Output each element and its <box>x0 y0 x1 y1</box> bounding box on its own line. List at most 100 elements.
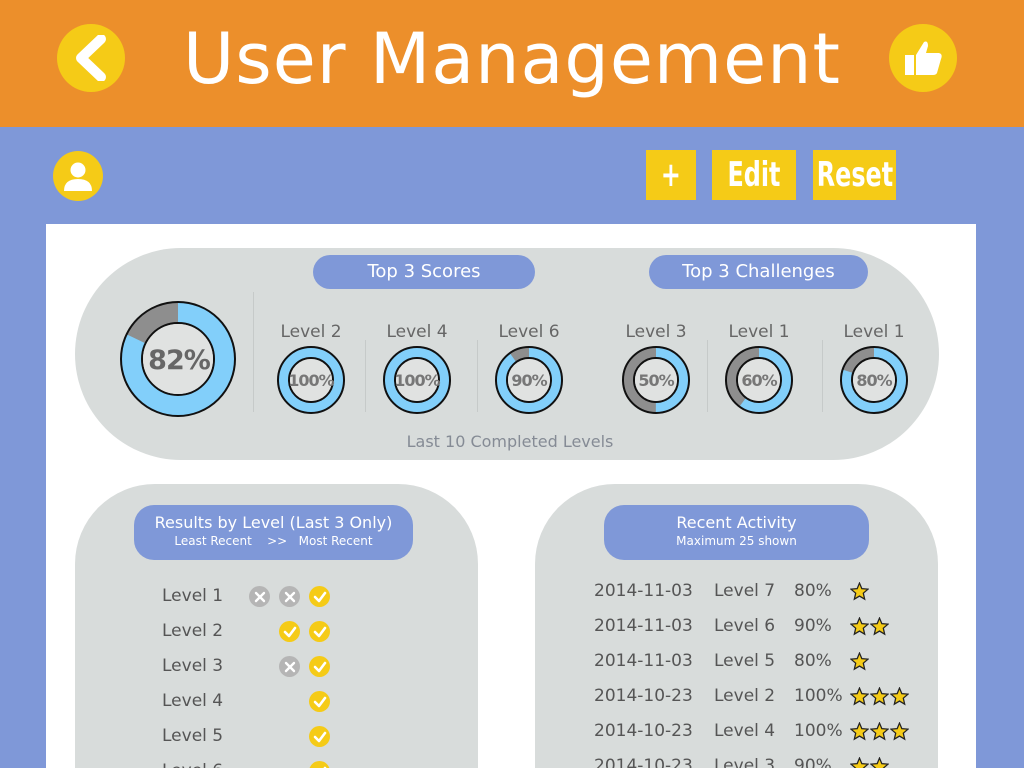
challenge-level: Level 3 <box>625 322 687 342</box>
reset-button[interactable]: Reset <box>813 150 896 200</box>
top-challenges-header: Top 3 Challenges <box>649 255 868 289</box>
thumbs-up-icon <box>905 41 942 75</box>
activity-date: 2014-10-23 <box>594 721 693 741</box>
chevron-left-icon <box>76 35 106 81</box>
star-rating <box>850 722 909 741</box>
donut-fill <box>384 347 450 413</box>
divider <box>707 340 708 412</box>
check-icon <box>279 621 300 642</box>
cross-icon <box>249 586 270 607</box>
donut-outline <box>277 346 345 414</box>
challenge-donut <box>725 346 793 414</box>
donut-center <box>143 324 213 394</box>
challenge-value: 60% <box>741 371 777 390</box>
activity-score: 100% <box>794 686 843 706</box>
user-avatar[interactable] <box>53 151 103 201</box>
donut-outline <box>736 357 782 403</box>
page-title: User Management <box>183 18 841 100</box>
donut-outline <box>495 346 563 414</box>
top-score-donut <box>495 346 563 414</box>
star-rating <box>850 652 869 671</box>
donut-outline <box>383 346 451 414</box>
star-icon <box>850 722 869 741</box>
activity-level: Level 7 <box>714 581 776 601</box>
top-score-value: 100% <box>394 371 440 390</box>
check-icon <box>309 726 330 747</box>
header-bar: User Management <box>0 0 1024 127</box>
top-score-level: Level 6 <box>498 322 560 342</box>
overall-score-donut <box>120 301 236 417</box>
star-icon <box>850 652 869 671</box>
donut-fill <box>121 302 235 416</box>
overall-score-label: 82% <box>148 345 211 376</box>
check-icon <box>309 691 330 712</box>
donut-center <box>853 359 895 401</box>
divider <box>253 292 254 412</box>
activity-date: 2014-11-03 <box>594 651 693 671</box>
donut-center <box>508 359 550 401</box>
donut-outline <box>851 357 897 403</box>
donut-outline <box>633 357 679 403</box>
star-icon <box>870 687 889 706</box>
check-icon <box>309 761 330 768</box>
challenge-level: Level 1 <box>843 322 905 342</box>
edit-button[interactable]: Edit <box>712 150 796 200</box>
star-icon <box>890 687 909 706</box>
activity-header: Recent Activity Maximum 25 shown <box>604 505 869 560</box>
activity-score: 80% <box>794 651 832 671</box>
divider <box>365 340 366 412</box>
summary-caption: Last 10 Completed Levels <box>406 432 614 451</box>
donut-outline <box>288 357 334 403</box>
star-rating <box>850 687 909 706</box>
donut-outline <box>120 301 236 417</box>
star-icon <box>850 757 869 768</box>
like-button[interactable] <box>889 24 957 92</box>
donut-fill <box>496 347 562 413</box>
challenge-donut <box>840 346 908 414</box>
activity-level: Level 2 <box>714 686 776 706</box>
activity-date: 2014-10-23 <box>594 686 693 706</box>
star-icon <box>850 687 869 706</box>
user-icon <box>64 162 92 191</box>
donut-outline <box>394 357 440 403</box>
donut-outline <box>506 357 552 403</box>
check-icon <box>309 656 330 677</box>
donut-center <box>396 359 438 401</box>
star-rating <box>850 617 889 636</box>
donut-outline <box>725 346 793 414</box>
top-score-value: 90% <box>511 371 547 390</box>
top-score-donut <box>277 346 345 414</box>
results-level-label: Level 5 <box>162 726 224 746</box>
donut-outline <box>141 322 215 396</box>
challenge-donut <box>622 346 690 414</box>
top-score-value: 100% <box>288 371 334 390</box>
star-icon <box>850 582 869 601</box>
activity-date: 2014-11-03 <box>594 581 693 601</box>
activity-level: Level 3 <box>714 756 776 768</box>
challenge-level: Level 1 <box>728 322 790 342</box>
star-icon <box>850 617 869 636</box>
star-icon <box>870 757 889 768</box>
star-rating <box>850 757 889 768</box>
top-score-donut <box>383 346 451 414</box>
donut-center <box>290 359 332 401</box>
donut-center <box>738 359 780 401</box>
donut-center <box>635 359 677 401</box>
activity-date: 2014-11-03 <box>594 616 693 636</box>
results-level-label: Level 3 <box>162 656 224 676</box>
activity-date: 2014-10-23 <box>594 756 693 768</box>
results-level-label: Level 6 <box>162 761 223 768</box>
results-level-label: Level 1 <box>162 586 224 606</box>
top-score-level: Level 4 <box>386 322 448 342</box>
activity-level: Level 4 <box>714 721 776 741</box>
activity-score: 80% <box>794 581 832 601</box>
activity-subtitle: Maximum 25 shown <box>676 534 797 548</box>
star-icon <box>870 617 889 636</box>
activity-title: Recent Activity <box>676 513 797 532</box>
back-button[interactable] <box>57 24 125 92</box>
divider <box>477 340 478 412</box>
check-icon <box>309 586 330 607</box>
donut-outline <box>622 346 690 414</box>
divider <box>822 340 823 412</box>
add-button[interactable]: + <box>646 150 696 200</box>
